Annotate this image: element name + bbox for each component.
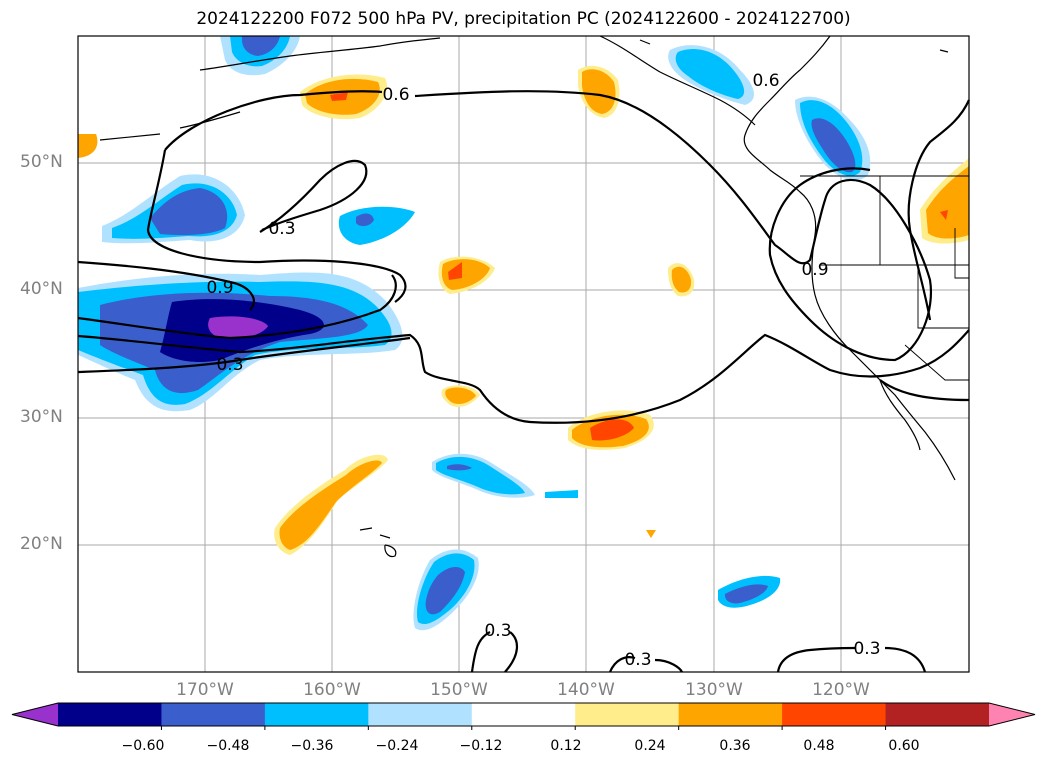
map-title: 2024122200 F072 500 hPa PV, precipitatio… bbox=[196, 9, 851, 29]
precip-shading bbox=[78, 36, 969, 631]
map-frame bbox=[77, 35, 970, 673]
contour-label: 0.3 bbox=[268, 219, 295, 239]
colorbar-bin bbox=[161, 703, 266, 726]
colorbar-tick-label: 0.48 bbox=[803, 738, 835, 754]
contour-label: 0.3 bbox=[484, 621, 511, 641]
lon-label: 160°W bbox=[303, 680, 361, 700]
colorbar-bin bbox=[885, 703, 990, 726]
lat-label: 50°N bbox=[20, 152, 63, 172]
lon-label: 120°W bbox=[812, 680, 870, 700]
colorbar-bin bbox=[368, 703, 473, 726]
contour-label: 0.3 bbox=[624, 650, 651, 670]
lon-label: 150°W bbox=[430, 680, 488, 700]
colorbar-bin bbox=[575, 703, 680, 726]
lon-label: 140°W bbox=[557, 680, 615, 700]
contour-labels: 0.6 0.6 0.3 0.9 0.9 0.3 0.3 0.3 0.3 bbox=[206, 71, 880, 670]
colorbar-outline bbox=[11, 702, 1036, 727]
lon-label: 170°W bbox=[176, 680, 234, 700]
contour-label: 0.6 bbox=[752, 71, 779, 91]
colorbar-tick-label: −0.36 bbox=[290, 738, 334, 754]
colorbar-tick-label: 0.36 bbox=[719, 738, 751, 754]
lon-label: 130°W bbox=[685, 680, 743, 700]
colorbar-extend-max bbox=[989, 703, 1035, 726]
colorbar-tick-label: −0.12 bbox=[459, 738, 503, 754]
lat-label: 20°N bbox=[20, 534, 63, 554]
colorbar-bin bbox=[264, 703, 369, 726]
contour-label: 0.3 bbox=[216, 355, 243, 375]
colorbar-bin bbox=[471, 703, 576, 726]
colorbar-bin bbox=[782, 703, 887, 726]
colorbar-extend-min bbox=[12, 703, 58, 726]
pv-contours bbox=[77, 90, 971, 673]
colorbar-tick-label: −0.48 bbox=[206, 738, 250, 754]
colorbar-bin bbox=[678, 703, 783, 726]
lat-label: 40°N bbox=[20, 279, 63, 299]
colorbar-tick-label: −0.24 bbox=[375, 738, 419, 754]
contour-label: 0.3 bbox=[853, 639, 880, 659]
colorbar-bin bbox=[58, 703, 162, 726]
contour-label: 0.6 bbox=[382, 85, 409, 105]
colorbar-tick-label: −0.60 bbox=[121, 738, 165, 754]
colorbar-tick-label: 0.12 bbox=[550, 738, 582, 754]
colorbar-tick-label: 0.60 bbox=[888, 738, 920, 754]
colorbar-tick-label: 0.24 bbox=[634, 738, 666, 754]
colorbar bbox=[11, 702, 1036, 730]
contour-label: 0.9 bbox=[206, 278, 233, 298]
borders bbox=[800, 175, 969, 381]
contour-label: 0.9 bbox=[801, 260, 828, 280]
coastlines bbox=[99, 35, 956, 558]
lat-label: 30°N bbox=[20, 407, 63, 427]
